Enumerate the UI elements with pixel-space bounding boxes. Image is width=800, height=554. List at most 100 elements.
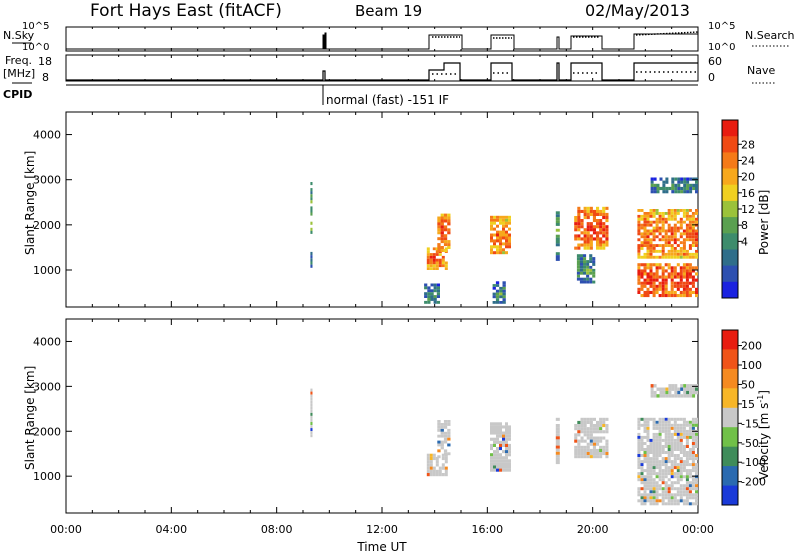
range-time-cell bbox=[658, 263, 662, 267]
range-time-cell bbox=[679, 284, 683, 288]
range-time-cell bbox=[676, 435, 680, 439]
range-time-cell bbox=[676, 252, 680, 256]
range-time-cell bbox=[646, 275, 650, 279]
range-time-cell bbox=[505, 456, 508, 460]
range-time-cell bbox=[589, 452, 593, 456]
range-time-cell bbox=[667, 244, 671, 247]
range-time-cell bbox=[665, 390, 669, 395]
range-time-cell bbox=[685, 214, 689, 218]
range-time-cell bbox=[589, 436, 593, 440]
range-time-cell bbox=[695, 384, 698, 388]
range-time-cell bbox=[695, 493, 698, 497]
range-time-cell bbox=[685, 278, 689, 282]
range-time-cell bbox=[555, 424, 560, 428]
range-time-cell bbox=[670, 244, 674, 247]
range-time-cell bbox=[673, 247, 677, 250]
range-time-cell bbox=[640, 287, 644, 291]
range-time-cell bbox=[673, 499, 677, 503]
range-time-cell bbox=[650, 384, 654, 388]
range-time-cell bbox=[673, 493, 677, 497]
range-time-cell bbox=[673, 496, 677, 500]
range-time-cell bbox=[589, 417, 593, 421]
range-time-cell bbox=[599, 448, 603, 452]
range-time-cell bbox=[596, 219, 600, 223]
range-time-cell bbox=[427, 298, 431, 301]
range-time-cell bbox=[652, 290, 656, 294]
range-time-cell bbox=[493, 450, 496, 454]
range-time-cell bbox=[502, 289, 506, 293]
range-time-cell bbox=[643, 241, 647, 245]
range-time-cell bbox=[664, 278, 668, 282]
range-time-cell bbox=[652, 435, 656, 439]
range-time-cell bbox=[493, 453, 496, 457]
range-time-cell bbox=[665, 394, 669, 398]
range-time-cell bbox=[655, 420, 659, 424]
range-time-cell bbox=[583, 237, 587, 241]
range-time-cell bbox=[682, 435, 686, 439]
range-time-cell bbox=[664, 255, 668, 259]
range-time-cell bbox=[649, 238, 653, 242]
range-time-cell bbox=[683, 183, 687, 187]
range-time-cell bbox=[679, 432, 683, 436]
range-time-cell bbox=[695, 469, 698, 473]
range-time-cell bbox=[661, 502, 665, 506]
range-time-cell bbox=[555, 454, 560, 458]
range-time-cell bbox=[643, 238, 647, 242]
colorbar-tick-label: 28 bbox=[741, 138, 755, 151]
range-time-cell bbox=[583, 268, 587, 272]
range-time-cell bbox=[658, 287, 662, 291]
range-time-cell bbox=[670, 499, 674, 503]
range-time-cell bbox=[577, 439, 581, 443]
range-time-cell bbox=[586, 209, 590, 213]
range-time-cell bbox=[664, 269, 668, 273]
range-time-cell bbox=[650, 394, 654, 398]
range-time-cell bbox=[646, 214, 650, 218]
range-time-cell bbox=[505, 459, 508, 463]
range-time-cell bbox=[646, 435, 650, 439]
range-time-cell bbox=[599, 420, 603, 424]
range-time-cell bbox=[670, 269, 674, 273]
range-time-cell bbox=[592, 260, 596, 263]
range-time-cell bbox=[577, 427, 581, 431]
range-time-cell bbox=[602, 445, 606, 449]
range-time-cell bbox=[643, 212, 647, 215]
range-time-cell bbox=[652, 226, 656, 230]
range-time-cell bbox=[650, 183, 654, 187]
range-time-cell bbox=[688, 290, 692, 294]
range-time-cell bbox=[661, 499, 665, 503]
range-time-cell bbox=[674, 390, 678, 395]
range-time-cell bbox=[643, 235, 647, 239]
range-time-cell bbox=[495, 284, 500, 287]
velocity-colorbar-label: Velocity [m s-1] bbox=[756, 390, 771, 480]
range-time-cell bbox=[679, 426, 683, 430]
range-time-cell bbox=[655, 438, 659, 442]
range-time-cell bbox=[676, 220, 680, 224]
range-time-cell bbox=[679, 220, 683, 224]
range-time-cell bbox=[656, 186, 660, 191]
range-time-cell bbox=[691, 244, 695, 247]
range-time-cell bbox=[695, 183, 698, 187]
range-time-cell bbox=[652, 220, 656, 224]
range-time-cell bbox=[695, 390, 698, 395]
range-time-cell bbox=[661, 478, 665, 482]
range-time-cell bbox=[685, 287, 689, 291]
range-time-cell bbox=[695, 496, 698, 500]
range-time-cell bbox=[676, 466, 680, 470]
range-time-cell bbox=[440, 231, 444, 235]
range-time-cell bbox=[649, 442, 653, 445]
range-time-cell bbox=[673, 238, 677, 242]
range-time-cell bbox=[677, 183, 681, 187]
range-time-cell bbox=[596, 231, 600, 235]
figure-title: Fort Hays East (fitACF) bbox=[90, 1, 282, 21]
range-time-cell bbox=[437, 425, 441, 429]
range-time-cell bbox=[695, 294, 698, 298]
range-time-cell bbox=[664, 217, 668, 221]
range-time-cell bbox=[646, 454, 650, 457]
range-time-cell bbox=[605, 219, 609, 223]
range-time-cell bbox=[673, 232, 677, 236]
range-time-cell bbox=[685, 463, 689, 467]
range-time-cell bbox=[688, 487, 692, 491]
range-time-cell bbox=[637, 487, 641, 491]
range-time-cell bbox=[427, 295, 431, 298]
range-time-cell bbox=[574, 237, 578, 241]
